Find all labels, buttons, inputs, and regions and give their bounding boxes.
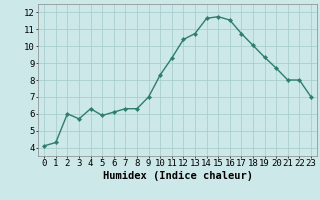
X-axis label: Humidex (Indice chaleur): Humidex (Indice chaleur) xyxy=(103,171,252,181)
